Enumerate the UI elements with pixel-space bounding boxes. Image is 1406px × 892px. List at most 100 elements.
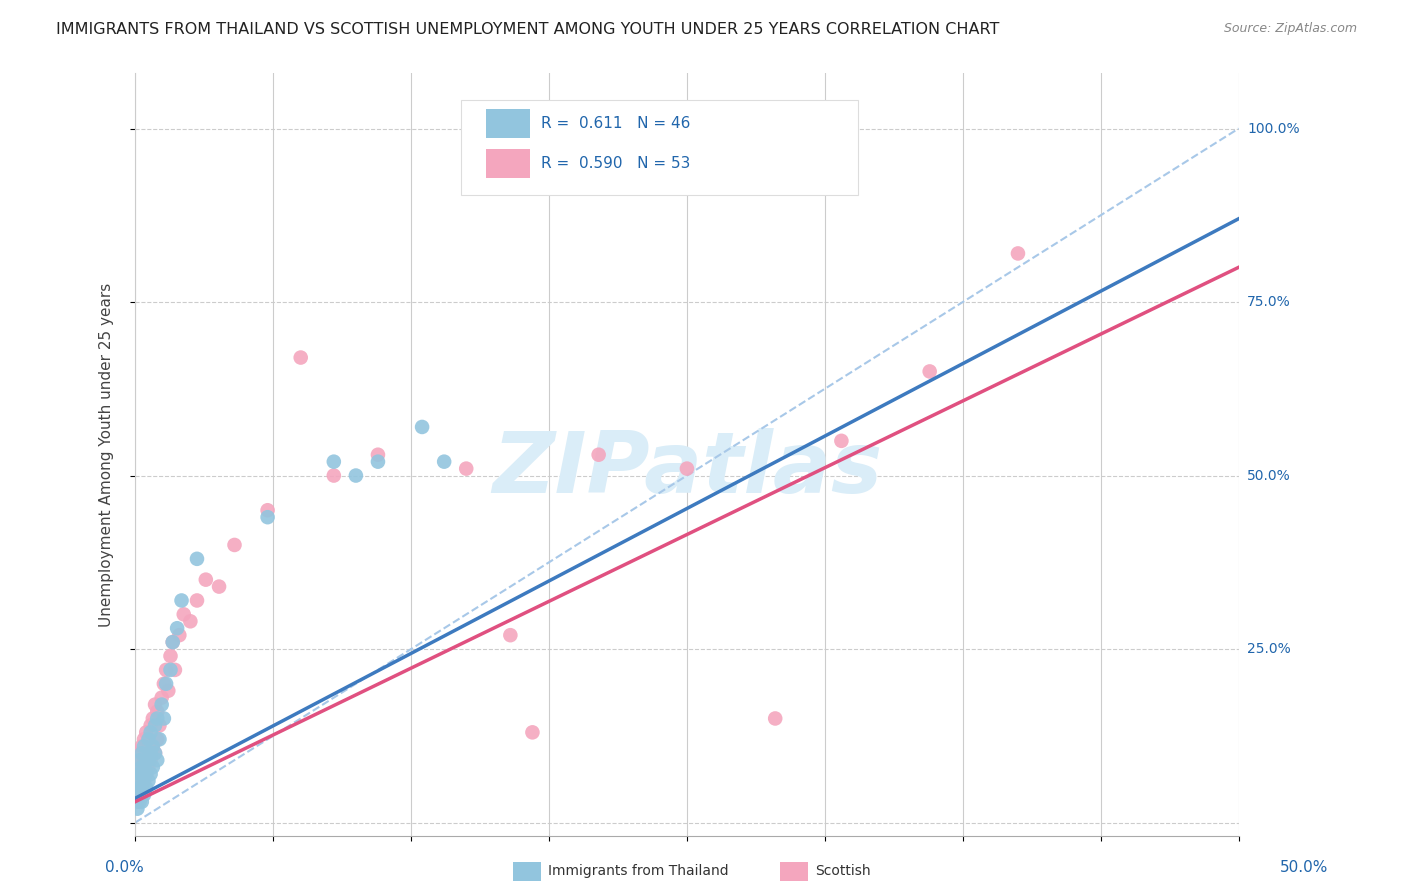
- Point: [170, 593, 193, 607]
- Point: [132, 773, 155, 788]
- Point: [186, 593, 208, 607]
- Point: [132, 788, 155, 802]
- Point: [138, 732, 160, 747]
- Point: [135, 767, 157, 781]
- Point: [135, 753, 157, 767]
- Text: Scottish: Scottish: [815, 864, 872, 879]
- Point: [322, 455, 344, 469]
- Point: [146, 705, 169, 719]
- Point: [153, 711, 176, 725]
- Point: [142, 739, 165, 754]
- Point: [344, 468, 367, 483]
- Point: [143, 698, 166, 712]
- Point: [224, 538, 246, 552]
- Point: [131, 760, 153, 774]
- Point: [367, 455, 389, 469]
- Point: [830, 434, 852, 448]
- Point: [131, 739, 153, 754]
- Point: [132, 753, 155, 767]
- Point: [676, 461, 699, 475]
- Point: [139, 746, 162, 760]
- Point: [139, 725, 162, 739]
- Text: 25.0%: 25.0%: [1247, 642, 1291, 656]
- Point: [138, 760, 160, 774]
- Point: [128, 788, 150, 802]
- Point: [208, 580, 231, 594]
- Point: [162, 635, 184, 649]
- Point: [456, 461, 478, 475]
- Point: [131, 746, 153, 760]
- Point: [138, 773, 160, 788]
- Point: [143, 746, 166, 760]
- Point: [127, 780, 149, 795]
- Point: [132, 760, 155, 774]
- Point: [127, 802, 149, 816]
- Point: [166, 621, 188, 635]
- Point: [159, 663, 181, 677]
- Point: [143, 718, 166, 732]
- Point: [148, 732, 170, 747]
- Text: 100.0%: 100.0%: [1247, 121, 1299, 136]
- Point: [142, 739, 165, 754]
- Point: [146, 711, 169, 725]
- Point: [132, 773, 155, 788]
- Point: [499, 628, 522, 642]
- Point: [155, 663, 177, 677]
- Point: [1007, 246, 1029, 260]
- Point: [159, 648, 181, 663]
- Point: [131, 780, 153, 795]
- Point: [163, 663, 186, 677]
- Point: [142, 760, 165, 774]
- Point: [411, 420, 433, 434]
- Point: [155, 677, 177, 691]
- Point: [132, 732, 155, 747]
- Text: 50.0%: 50.0%: [1281, 860, 1329, 874]
- Point: [148, 718, 170, 732]
- Point: [142, 711, 165, 725]
- Point: [150, 690, 173, 705]
- Point: [186, 551, 208, 566]
- Point: [256, 510, 278, 524]
- Point: [128, 767, 150, 781]
- Point: [146, 732, 169, 747]
- Point: [146, 753, 169, 767]
- Point: [138, 753, 160, 767]
- Point: [918, 364, 941, 378]
- FancyBboxPatch shape: [461, 100, 858, 195]
- Text: Source: ZipAtlas.com: Source: ZipAtlas.com: [1223, 22, 1357, 36]
- Point: [131, 780, 153, 795]
- Point: [367, 448, 389, 462]
- Y-axis label: Unemployment Among Youth under 25 years: Unemployment Among Youth under 25 years: [100, 283, 114, 627]
- Point: [128, 767, 150, 781]
- Point: [131, 760, 153, 774]
- Point: [157, 683, 180, 698]
- Point: [139, 718, 162, 732]
- Point: [131, 795, 153, 809]
- Point: [135, 725, 157, 739]
- Text: 75.0%: 75.0%: [1247, 295, 1291, 309]
- Point: [135, 767, 157, 781]
- Point: [132, 739, 155, 754]
- Point: [128, 753, 150, 767]
- Text: Immigrants from Thailand: Immigrants from Thailand: [548, 864, 728, 879]
- Point: [522, 725, 544, 739]
- Point: [433, 455, 456, 469]
- Point: [135, 746, 157, 760]
- Point: [127, 773, 149, 788]
- Point: [139, 753, 162, 767]
- Point: [127, 795, 149, 809]
- Text: R =  0.590   N = 53: R = 0.590 N = 53: [541, 156, 690, 171]
- Point: [256, 503, 278, 517]
- Point: [138, 732, 160, 747]
- Point: [127, 788, 149, 802]
- Text: 50.0%: 50.0%: [1247, 468, 1291, 483]
- Point: [131, 767, 153, 781]
- Point: [173, 607, 195, 622]
- Point: [169, 628, 191, 642]
- Point: [588, 448, 610, 462]
- Point: [128, 780, 150, 795]
- Point: [322, 468, 344, 483]
- Text: ZIPatlas: ZIPatlas: [492, 428, 882, 511]
- Point: [135, 780, 157, 795]
- Text: 0.0%: 0.0%: [105, 860, 145, 874]
